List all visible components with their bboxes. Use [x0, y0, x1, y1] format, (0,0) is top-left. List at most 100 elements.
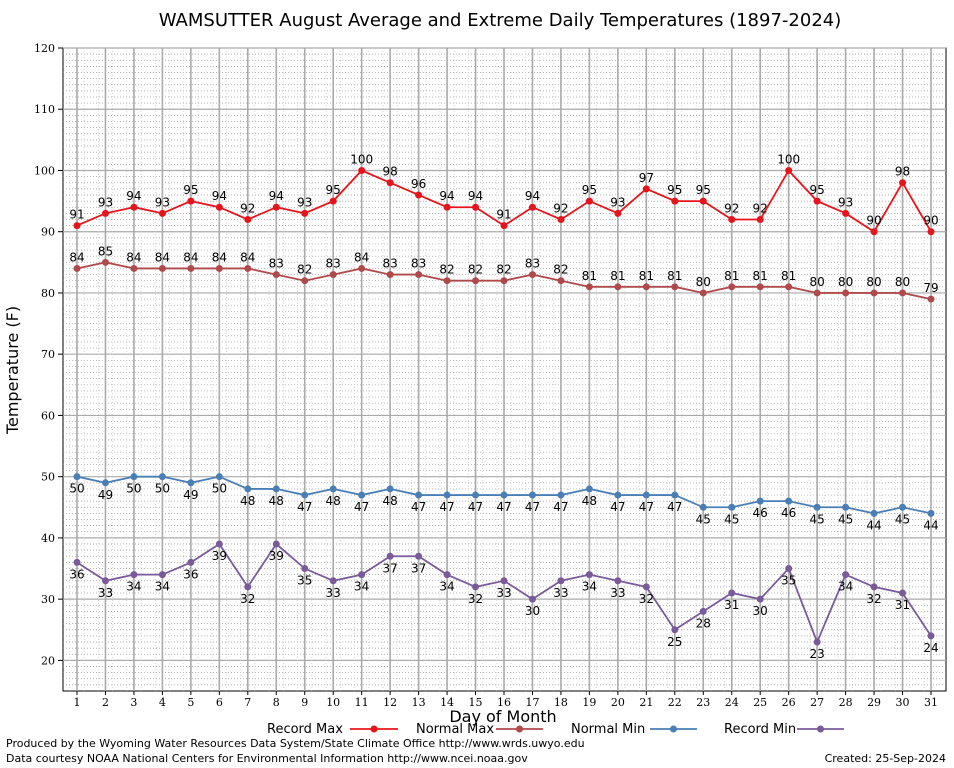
data-point — [870, 289, 878, 297]
data-point — [927, 295, 935, 303]
data-label: 33 — [610, 586, 625, 600]
data-label: 47 — [553, 500, 568, 514]
data-point — [386, 271, 394, 279]
x-tick-label: 22 — [668, 696, 682, 709]
data-point — [73, 264, 81, 272]
x-tick-label: 4 — [159, 696, 166, 709]
x-tick-label: 25 — [753, 696, 767, 709]
data-point — [187, 264, 195, 272]
data-label: 83 — [382, 257, 397, 271]
series-record-min: 36 33 34 34 36 39 32 39 35 33 34 37 37 34 32 33 30 33 34 33… — [69, 540, 939, 661]
data-label: 37 — [382, 561, 397, 575]
y-tick-label: 50 — [41, 471, 55, 484]
data-point — [329, 271, 337, 279]
footer-produced-by: Produced by the Wyoming Water Resources … — [6, 737, 585, 750]
data-label: 82 — [439, 263, 454, 277]
x-tick-label: 15 — [469, 696, 483, 709]
series-normal-max: 84 85 84 84 84 84 84 83 82 83 84 83 83 82 82 82 83 82 81 81… — [69, 244, 939, 303]
y-tick-label: 40 — [41, 532, 55, 545]
data-point — [158, 209, 166, 217]
data-point — [415, 491, 423, 499]
data-point — [699, 197, 707, 205]
data-point — [585, 571, 593, 579]
data-label: 80 — [866, 275, 881, 289]
data-label: 84 — [69, 250, 84, 264]
data-label: 47 — [297, 500, 312, 514]
data-label: 94 — [126, 189, 141, 203]
data-label: 81 — [610, 269, 625, 283]
data-label: 48 — [382, 494, 397, 508]
data-label: 30 — [753, 604, 768, 618]
data-label: 50 — [126, 482, 141, 496]
x-tick-label: 27 — [810, 696, 824, 709]
grid — [63, 47, 946, 691]
data-point — [899, 179, 907, 187]
x-tick-label: 20 — [611, 696, 625, 709]
data-point — [101, 479, 109, 487]
data-label: 50 — [212, 482, 227, 496]
x-tick-label: 5 — [187, 696, 194, 709]
data-label: 95 — [326, 183, 341, 197]
data-label: 45 — [838, 512, 853, 526]
data-label: 93 — [297, 195, 312, 209]
data-label: 45 — [696, 512, 711, 526]
series-normal-min: 50 49 50 50 49 50 48 48 47 48 47 48 47 47 47 47 47 47 48 47… — [69, 473, 939, 532]
data-label: 32 — [240, 592, 255, 606]
data-point — [187, 479, 195, 487]
y-tick-label: 90 — [41, 226, 55, 239]
data-point — [756, 215, 764, 223]
data-label: 47 — [525, 500, 540, 514]
data-point — [728, 215, 736, 223]
data-label: 47 — [639, 500, 654, 514]
data-point — [614, 283, 622, 291]
data-point — [528, 271, 536, 279]
data-point — [215, 203, 223, 211]
data-point — [358, 571, 366, 579]
data-point — [500, 491, 508, 499]
data-point — [557, 577, 565, 585]
data-label: 84 — [240, 250, 255, 264]
data-point — [472, 583, 480, 591]
data-label: 92 — [724, 201, 739, 215]
data-point — [158, 571, 166, 579]
data-label: 48 — [240, 494, 255, 508]
data-point — [158, 473, 166, 481]
legend-marker — [516, 725, 523, 733]
data-label: 35 — [781, 574, 796, 588]
x-tick-label: 12 — [383, 696, 397, 709]
data-point — [585, 197, 593, 205]
data-label: 32 — [468, 592, 483, 606]
data-label: 48 — [582, 494, 597, 508]
data-label: 44 — [923, 518, 938, 532]
data-point — [557, 277, 565, 285]
data-label: 49 — [183, 488, 198, 502]
data-label: 95 — [183, 183, 198, 197]
data-label: 98 — [895, 165, 910, 179]
data-point — [244, 485, 252, 493]
data-point — [899, 503, 907, 511]
x-tick-label: 24 — [725, 696, 739, 709]
data-point — [272, 271, 280, 279]
legend-marker — [370, 725, 378, 733]
data-point — [785, 565, 793, 573]
data-label: 93 — [838, 195, 853, 209]
data-label: 28 — [696, 616, 711, 630]
data-point — [358, 264, 366, 272]
data-point — [158, 264, 166, 272]
data-point — [187, 558, 195, 566]
y-tick-label: 110 — [34, 103, 55, 116]
data-label: 100 — [777, 152, 800, 166]
data-point — [215, 540, 223, 548]
data-point — [386, 485, 394, 493]
data-label: 48 — [326, 494, 341, 508]
x-tick-label: 14 — [440, 696, 454, 709]
y-tick-label: 20 — [41, 654, 55, 667]
data-point — [443, 203, 451, 211]
data-point — [756, 497, 764, 505]
data-point — [443, 277, 451, 285]
data-point — [842, 289, 850, 297]
x-tick-label: 23 — [696, 696, 710, 709]
data-point — [415, 271, 423, 279]
data-point — [272, 540, 280, 548]
data-point — [472, 203, 480, 211]
